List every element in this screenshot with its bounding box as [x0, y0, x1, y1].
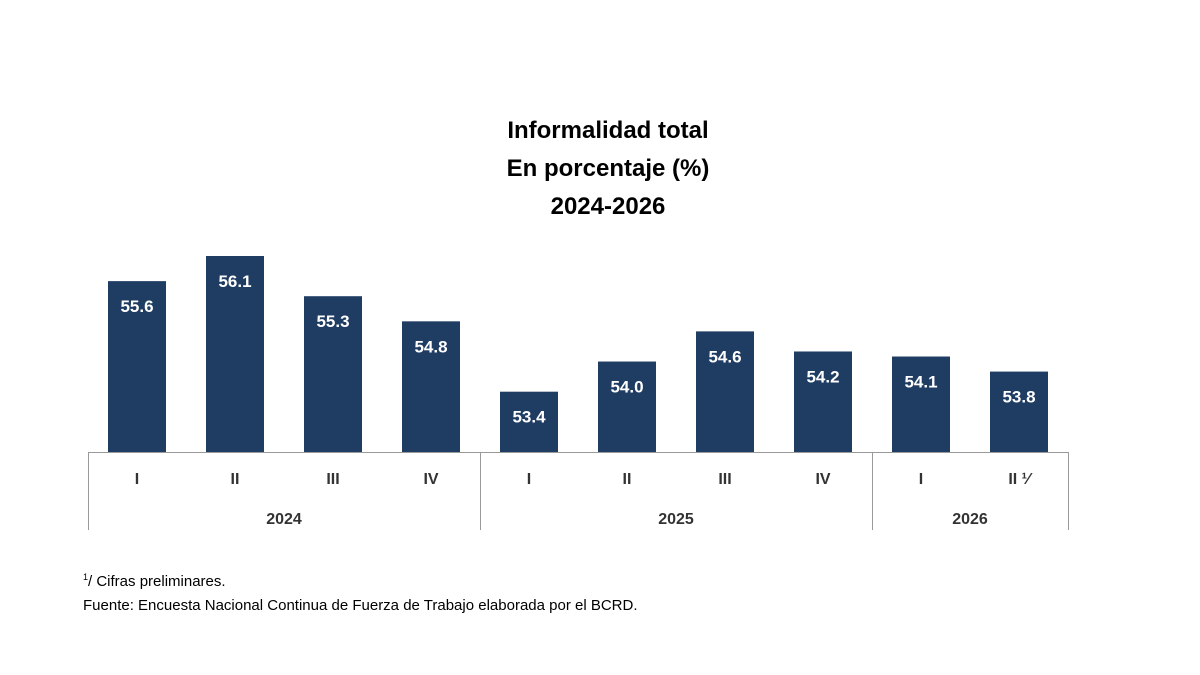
footnotes: 1/ Cifras preliminares. Fuente: Encuesta…	[83, 565, 638, 618]
bar-3	[304, 296, 362, 452]
preliminary-note-mark: 1	[83, 572, 89, 582]
bar-value-label-2: 56.1	[218, 272, 251, 291]
category-label-9: I	[919, 471, 923, 488]
bar-8	[794, 351, 852, 452]
group-label-2025: 2025	[658, 511, 694, 528]
bar-9	[892, 356, 950, 452]
category-label-8: IV	[815, 471, 830, 488]
bar-10	[990, 371, 1048, 452]
bar-4	[402, 321, 460, 452]
preliminary-note: 1/ Cifras preliminares.	[83, 565, 638, 594]
bar-value-label-8: 54.2	[806, 367, 839, 386]
bar-5	[500, 391, 558, 452]
chart-subtitle: En porcentaje (%)	[506, 155, 710, 182]
bar-value-label-5: 53.4	[512, 408, 546, 427]
bar-value-label-4: 54.8	[414, 337, 447, 356]
source-note: Fuente: Encuesta Nacional Continua de Fu…	[83, 597, 638, 614]
bar-value-label-10: 53.8	[1002, 388, 1035, 407]
category-label-7: III	[718, 471, 731, 488]
category-label-4: IV	[423, 471, 438, 488]
bar-1	[108, 281, 166, 452]
bar-value-label-3: 55.3	[316, 312, 349, 331]
chart-period: 2024-2026	[550, 193, 666, 220]
bar-7	[696, 331, 754, 452]
bar-value-label-9: 54.1	[904, 373, 937, 392]
category-label-10: II ¹⁄	[1008, 471, 1033, 488]
category-label-3: III	[326, 471, 339, 488]
bar-2	[206, 256, 264, 452]
bar-6	[598, 361, 656, 452]
category-label-5: I	[527, 471, 531, 488]
bar-value-label-6: 54.0	[610, 378, 643, 397]
group-label-2024: 2024	[266, 511, 302, 528]
chart-title: Informalidad total	[507, 117, 709, 144]
category-label-6: II	[623, 471, 632, 488]
chart-title-block: Informalidad total En porcentaje (%) 202…	[0, 112, 1200, 226]
category-label-2: II	[231, 471, 240, 488]
bar-value-label-7: 54.6	[708, 347, 741, 366]
group-label-2026: 2026	[952, 511, 988, 528]
preliminary-note-text: / Cifras preliminares.	[88, 573, 226, 590]
bar-value-label-1: 55.6	[120, 297, 153, 316]
category-label-1: I	[135, 471, 139, 488]
